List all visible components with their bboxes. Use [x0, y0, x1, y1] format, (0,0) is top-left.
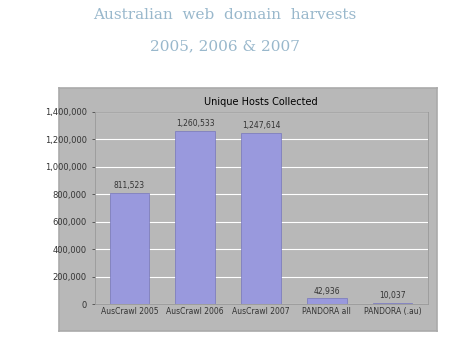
Bar [373, 303, 412, 304]
Bar [307, 298, 346, 304]
Bar [241, 132, 281, 304]
Bar [110, 193, 149, 304]
Text: 811,523: 811,523 [114, 181, 145, 190]
Text: 42,936: 42,936 [314, 287, 340, 296]
Text: 1,247,614: 1,247,614 [242, 121, 280, 130]
Title: Unique Hosts Collected: Unique Hosts Collected [204, 97, 318, 106]
Text: 2005, 2006 & 2007: 2005, 2006 & 2007 [150, 39, 300, 53]
Bar [176, 131, 215, 304]
Text: 10,037: 10,037 [379, 291, 406, 300]
Text: 1,260,533: 1,260,533 [176, 119, 215, 128]
Text: Australian  web  domain  harvests: Australian web domain harvests [94, 8, 356, 22]
